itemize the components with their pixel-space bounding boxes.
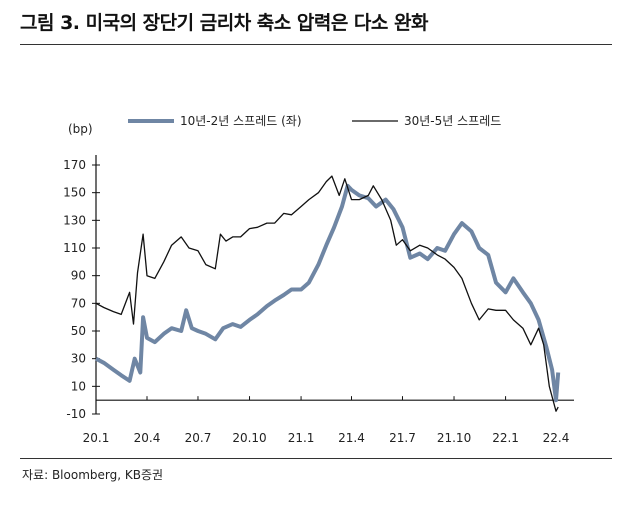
- x-tick-label: 21.7: [389, 431, 416, 445]
- y-axis-label: (bp): [68, 122, 93, 136]
- x-tick-label: 20.7: [185, 431, 212, 445]
- x-tick-label: 22.1: [492, 431, 519, 445]
- legend-label-1: 30년-5년 스프레드: [404, 114, 501, 128]
- figure-title: 그림 3. 미국의 장단기 금리차 축소 압력은 다소 완화: [20, 12, 428, 34]
- x-tick-label: 21.4: [338, 431, 365, 445]
- legend-label-0: 10년-2년 스프레드 (좌): [180, 114, 302, 128]
- y-tick-label: 110: [63, 241, 86, 255]
- y-tick-label: 170: [63, 158, 86, 172]
- source-note: 자료: Bloomberg, KB증권: [22, 468, 164, 482]
- series-lines: [95, 175, 561, 412]
- y-tick-label: 130: [63, 213, 86, 227]
- y-tick-label: 50: [71, 324, 86, 338]
- bottom-divider: [20, 458, 612, 459]
- x-tick-label: 21.10: [437, 431, 471, 445]
- y-tick-label: 10: [71, 379, 86, 393]
- series-line-1: [95, 175, 559, 412]
- x-tick-label: 20.1: [83, 431, 110, 445]
- y-tick-label: 150: [63, 186, 86, 200]
- y-tick-label: 30: [71, 352, 86, 366]
- x-tick-label: 21.1: [288, 431, 315, 445]
- legend: 10년-2년 스프레드 (좌) 30년-5년 스프레드: [128, 114, 501, 128]
- line-chart: (bp) 10년-2년 스프레드 (좌) 30년-5년 스프레드 170 150 13…: [63, 114, 574, 445]
- x-tick-label: 20.4: [134, 431, 161, 445]
- y-tick-label: 70: [71, 296, 86, 310]
- x-tick-label: 22.4: [543, 431, 570, 445]
- y-tick-label: 90: [71, 269, 86, 283]
- axes: 170 150 130 110 90 70 50 30 10 -10 20.1 20.4 20.7 20.…: [63, 155, 574, 445]
- y-tick-label: -10: [66, 407, 86, 421]
- x-tick-label: 20.10: [232, 431, 266, 445]
- top-divider: [20, 44, 612, 45]
- series-line-0: [95, 183, 561, 403]
